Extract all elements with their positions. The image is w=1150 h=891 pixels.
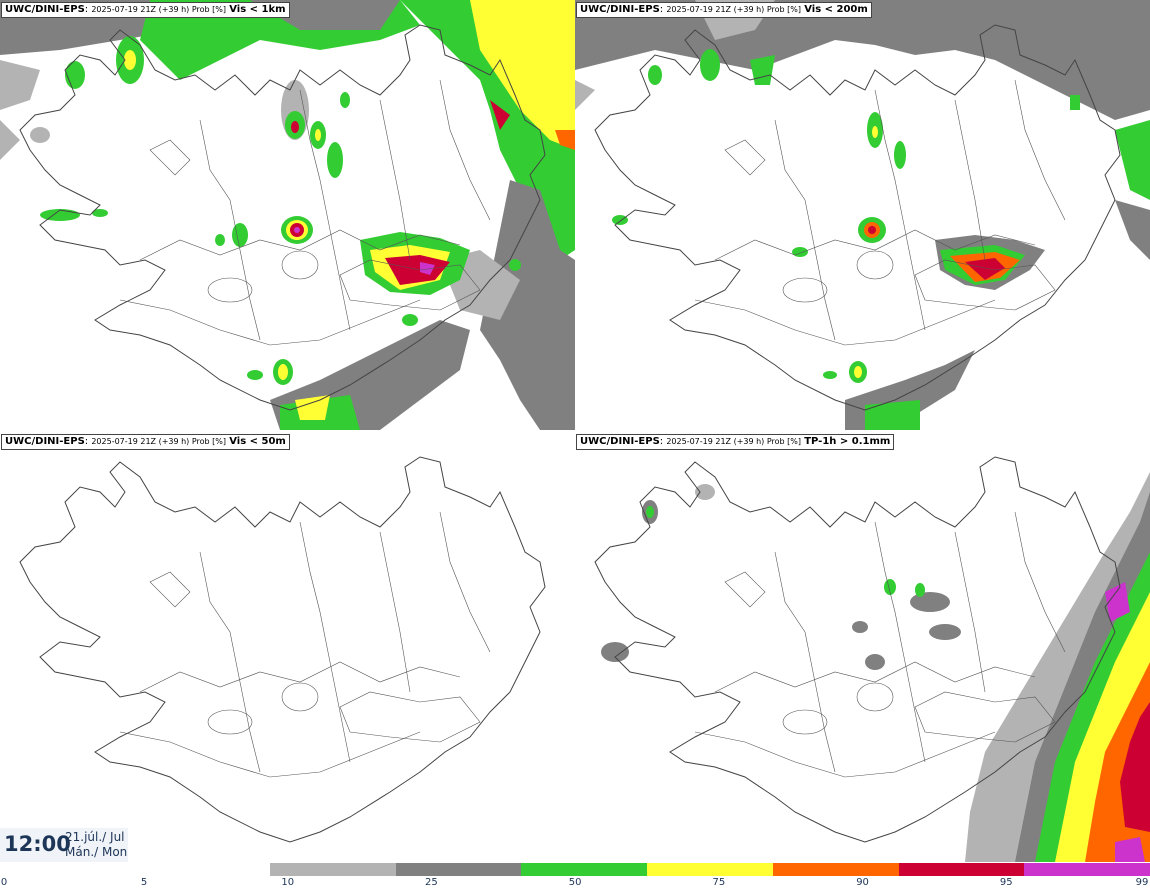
- panel-variable: Vis < 200m: [804, 4, 868, 15]
- colorbar-segment: [772, 863, 899, 876]
- map-panel-vis-200m: UWC/DINI-EPS: 2025-07-19 21Z (+39 h) Pro…: [575, 0, 1150, 430]
- panel-title: UWC/DINI-EPS: 2025-07-19 21Z (+39 h) Pro…: [1, 434, 290, 450]
- panel-source: UWC/DINI-EPS: [580, 4, 660, 15]
- panel-run: 2025-07-19 21Z (+39 h) Prob [%]: [91, 5, 227, 14]
- panel-source: UWC/DINI-EPS: [5, 436, 85, 447]
- map-panel-vis-50m: UWC/DINI-EPS: 2025-07-19 21Z (+39 h) Pro…: [0, 432, 575, 862]
- colorbar-tick-label: 90: [856, 877, 869, 888]
- panel-source: UWC/DINI-EPS: [5, 4, 85, 15]
- panel-variable: TP-1h > 0.1mm: [804, 436, 891, 447]
- colorbar-segment: [395, 863, 522, 876]
- panel-title: UWC/DINI-EPS: 2025-07-19 21Z (+39 h) Pro…: [576, 434, 895, 450]
- colorbar-tick-label: 10: [281, 877, 295, 888]
- panel-variable: Vis < 50m: [229, 436, 286, 447]
- valid-time: 12:00: [4, 832, 71, 856]
- colorbar-segment: [1024, 863, 1150, 876]
- map-panel-vis-1km: UWC/DINI-EPS: 2025-07-19 21Z (+39 h) Pro…: [0, 0, 575, 430]
- panel-run: 2025-07-19 21Z (+39 h) Prob [%]: [91, 437, 227, 446]
- colorbar-segment: [269, 863, 396, 876]
- panel-title: UWC/DINI-EPS: 2025-07-19 21Z (+39 h) Pro…: [1, 2, 290, 18]
- valid-date: 21.júl./ Jul: [65, 830, 125, 844]
- panel-title: UWC/DINI-EPS: 2025-07-19 21Z (+39 h) Pro…: [576, 2, 872, 18]
- colorbar: [144, 863, 1150, 876]
- map-canvas: [19, 456, 546, 843]
- colorbar-tick-label: 0: [0, 877, 8, 888]
- colorbar-tick-label: 99: [1135, 877, 1149, 888]
- panel-source: UWC/DINI-EPS: [580, 436, 660, 447]
- colorbar-segment: [898, 863, 1025, 876]
- colorbar-segment: [647, 863, 773, 876]
- valid-weekday: Mán./ Mon: [65, 845, 128, 859]
- panel-variable: Vis < 1km: [229, 4, 286, 15]
- colorbar-segment: [521, 863, 647, 876]
- colorbar-tick-label: 5: [140, 877, 148, 888]
- map-canvas: [594, 456, 1150, 862]
- colorbar-tick-label: 50: [568, 877, 582, 888]
- colorbar-segment: [144, 863, 270, 876]
- panel-run: 2025-07-19 21Z (+39 h) Prob [%]: [666, 437, 802, 446]
- map-canvas: [0, 0, 575, 430]
- map-canvas: [575, 0, 1150, 430]
- panel-run: 2025-07-19 21Z (+39 h) Prob [%]: [666, 5, 802, 14]
- colorbar-tick-label: 95: [999, 877, 1013, 888]
- colorbar-tick-label: 75: [712, 877, 726, 888]
- colorbar-tick-label: 25: [425, 877, 438, 888]
- valid-time-box: 12:00 21.júl./ Jul Mán./ Mon: [0, 828, 128, 862]
- map-panel-precip: UWC/DINI-EPS: 2025-07-19 21Z (+39 h) Pro…: [575, 432, 1150, 862]
